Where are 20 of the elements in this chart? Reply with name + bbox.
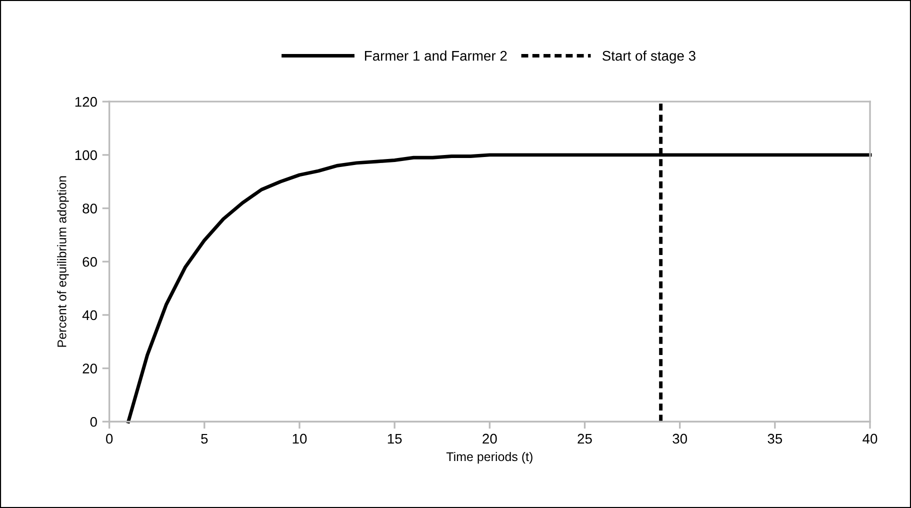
y-tick-label: 20: [82, 364, 97, 374]
legend-label: Start of stage 3: [602, 50, 696, 64]
x-tick-label: 35: [768, 434, 782, 444]
x-tick-label: 15: [388, 434, 402, 444]
x-tick-label: 30: [672, 434, 688, 444]
x-tick-label: 5: [201, 434, 208, 444]
x-tick-label: 40: [862, 434, 878, 444]
x-tick-label: 0: [106, 434, 113, 444]
y-axis-title: Percent of equilibrium adoption: [57, 176, 69, 347]
y-tick-label: 40: [82, 310, 97, 320]
x-axis-title: Time periods (t): [446, 452, 532, 464]
x-tick-label: 25: [578, 434, 592, 444]
x-tick-label: 10: [292, 434, 307, 444]
y-tick-label: 120: [75, 96, 97, 107]
y-tick-label: 100: [75, 150, 97, 160]
y-tick-label: 60: [82, 256, 97, 267]
legend-label: Farmer 1 and Farmer 2: [364, 50, 507, 61]
y-tick-label: 80: [82, 204, 97, 214]
y-tick-label: 0: [90, 416, 97, 427]
x-tick-label: 20: [482, 434, 497, 444]
